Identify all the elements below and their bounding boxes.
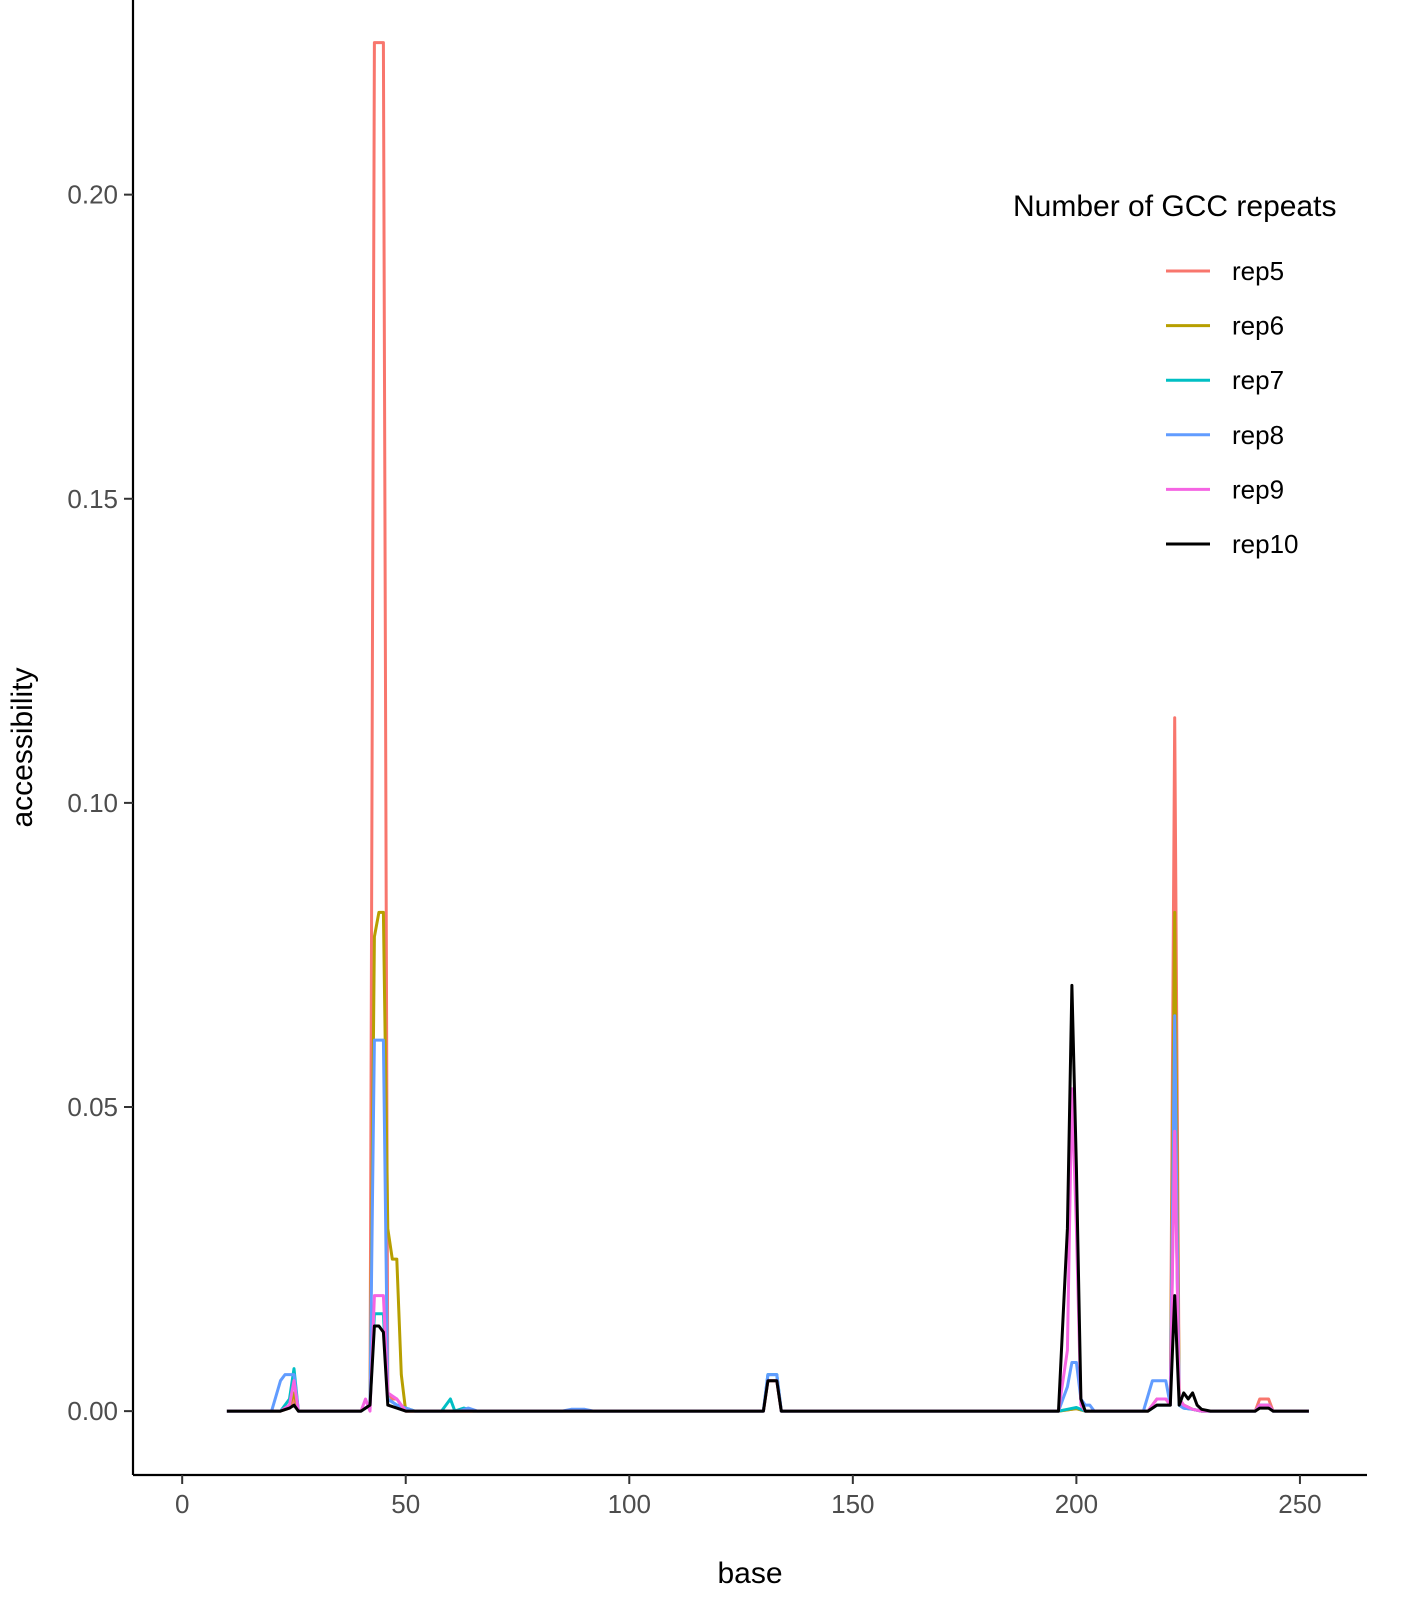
series-line-rep9	[226, 1087, 1309, 1413]
x-ticks: 0 50 100 150 200 250	[175, 1475, 1322, 1519]
series-layer	[226, 41, 1309, 1413]
series-line-rep10	[226, 983, 1309, 1413]
y-tick-label: 0.00	[67, 1396, 118, 1426]
x-tick-label: 150	[831, 1489, 874, 1519]
legend-title: Number of GCC repeats	[1013, 190, 1336, 223]
x-tick-label: 0	[175, 1489, 189, 1519]
x-tick-label: 100	[608, 1489, 651, 1519]
x-tick-label: 200	[1055, 1489, 1098, 1519]
y-tick-label: 0.10	[67, 788, 118, 818]
x-tick-label: 250	[1278, 1489, 1321, 1519]
legend-label-rep5: rep5	[1232, 256, 1284, 286]
x-axis-title: base	[717, 1557, 782, 1590]
legend-label-rep7: rep7	[1232, 365, 1284, 395]
x-tick-label: 50	[391, 1489, 420, 1519]
axes-layer: 0 50 100 150 200 250 0.00 0.05 0.10 0.15 0.20	[67, 0, 1367, 1519]
y-ticks: 0.00 0.05 0.10 0.15 0.20	[67, 180, 133, 1426]
y-tick-label: 0.15	[67, 484, 118, 514]
legend-label-rep6: rep6	[1232, 311, 1284, 341]
y-axis-title: accessibility	[6, 667, 39, 827]
legend-label-rep8: rep8	[1232, 420, 1284, 450]
legend: Number of GCC repeats rep5rep6rep7rep8re…	[1013, 190, 1336, 559]
legend-items: rep5 rep6 rep7 rep8 rep9 rep10	[1166, 256, 1299, 559]
legend-label-rep9: rep9	[1232, 474, 1284, 504]
y-tick-label: 0.20	[67, 180, 118, 210]
legend-label-rep10: rep10	[1232, 529, 1299, 559]
y-tick-label: 0.05	[67, 1092, 118, 1122]
